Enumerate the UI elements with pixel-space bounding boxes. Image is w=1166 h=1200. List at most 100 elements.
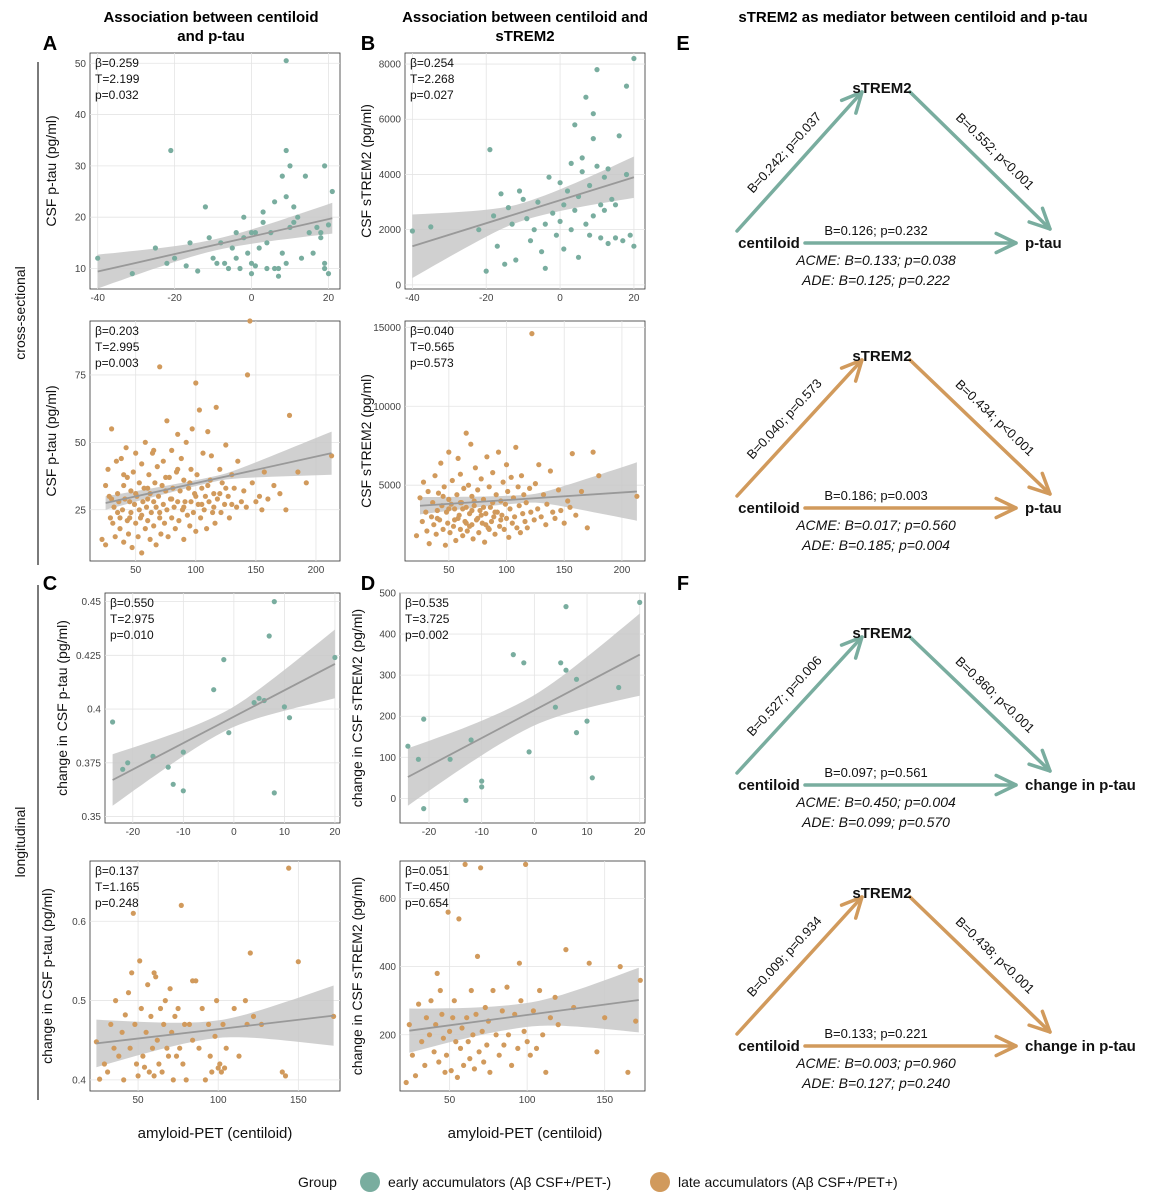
stat-text: T=0.450 [405,880,450,894]
data-point [116,1053,122,1059]
data-point [535,199,541,205]
data-point [498,517,504,523]
data-point [419,1039,425,1045]
chart-B-early: -40 -20 0 20 0 2000 4000 6000 8000 CSF sTREM2 (pg… [358,52,646,304]
data-point [175,431,181,437]
data-point [563,667,569,673]
data-point [176,518,182,524]
data-point [483,510,489,517]
y-axis-label: CSF p-tau (pg/ml) [43,385,59,496]
data-point [478,512,484,518]
x-tick-label: 20 [323,293,335,304]
data-point [171,504,177,510]
c-path-label: B=0.097; p=0.561 [824,765,927,780]
title-col1-line2: and p-tau [177,28,245,45]
data-point [322,163,328,169]
data-point [439,1011,445,1017]
data-point [453,537,459,544]
ade-label: ADE: B=0.185; p=0.004 [801,537,950,553]
acme-label: ACME: B=0.017; p=0.560 [795,517,956,533]
node-outcome: p-tau [1025,235,1062,252]
data-point [598,202,604,208]
data-point [502,261,508,267]
data-point [590,111,596,117]
data-point [479,784,485,790]
data-point [481,1059,487,1065]
data-point [287,163,293,169]
confidence-band [407,613,640,806]
data-point [196,407,202,413]
x-tick-label: 50 [133,1095,145,1106]
data-point [220,1021,226,1027]
data-point [175,499,181,505]
x-tick-label: 150 [556,565,573,576]
data-point [97,1076,103,1082]
data-point [217,466,223,472]
data-point [475,487,481,493]
data-point [139,512,145,518]
data-point [416,1001,422,1007]
data-point [137,958,143,964]
data-point [586,960,592,966]
row-label-cross-sectional: cross-sectional [12,266,28,359]
data-point [616,133,622,139]
data-point [195,501,201,507]
arrow-c-path-head [994,1034,1018,1058]
data-point [583,94,589,100]
data-point [594,1049,600,1055]
stat-text: T=1.165 [95,880,140,894]
data-point [492,509,498,515]
data-point [492,531,498,537]
y-tick-label: 400 [379,630,396,641]
data-point [119,507,126,513]
data-point [487,147,493,153]
data-point [166,474,172,480]
x-tick-label: 100 [187,565,204,576]
data-point [533,1045,540,1051]
data-point [111,1045,117,1051]
data-point [457,1045,464,1051]
data-point [201,507,207,513]
data-point [157,509,163,516]
stat-text: β=0.137 [95,864,139,878]
data-point [403,1079,409,1086]
legend-label-late: late accumulators (Aβ CSF+/PET+) [678,1174,898,1190]
data-point [564,188,571,194]
data-point [223,485,229,491]
data-point [205,429,211,435]
data-point [190,978,196,984]
y-tick-label: 100 [379,753,396,764]
data-point [146,472,152,478]
ade-label: ADE: B=0.127; p=0.240 [801,1075,950,1091]
data-point [113,998,119,1004]
data-point [271,482,277,489]
stat-text: β=0.203 [95,324,139,338]
y-tick-label: 300 [379,671,396,682]
data-point [132,1021,138,1027]
data-point [561,202,567,208]
data-point [590,449,596,455]
y-axis-label: CSF sTREM2 (pg/ml) [358,374,374,508]
stat-text: p=0.027 [410,88,454,102]
data-point [543,522,549,528]
acme-label: ACME: B=0.133; p=0.038 [795,252,956,268]
data-point [453,1039,459,1045]
data-point [477,507,483,514]
data-point [211,687,217,693]
data-point [318,230,324,236]
panel-letter-D: D [361,573,375,595]
x-tick-label: -20 [479,293,494,304]
data-point [180,788,186,794]
data-point [500,479,506,485]
data-point [135,534,141,540]
data-point [594,67,600,73]
data-point [180,1061,186,1067]
data-point [186,485,192,491]
data-point [223,442,229,448]
y-tick-label: 0.5 [72,996,86,1007]
data-point [440,493,446,499]
data-point [547,468,554,474]
data-point [417,495,423,501]
data-point [522,518,528,525]
data-point [161,1021,167,1027]
